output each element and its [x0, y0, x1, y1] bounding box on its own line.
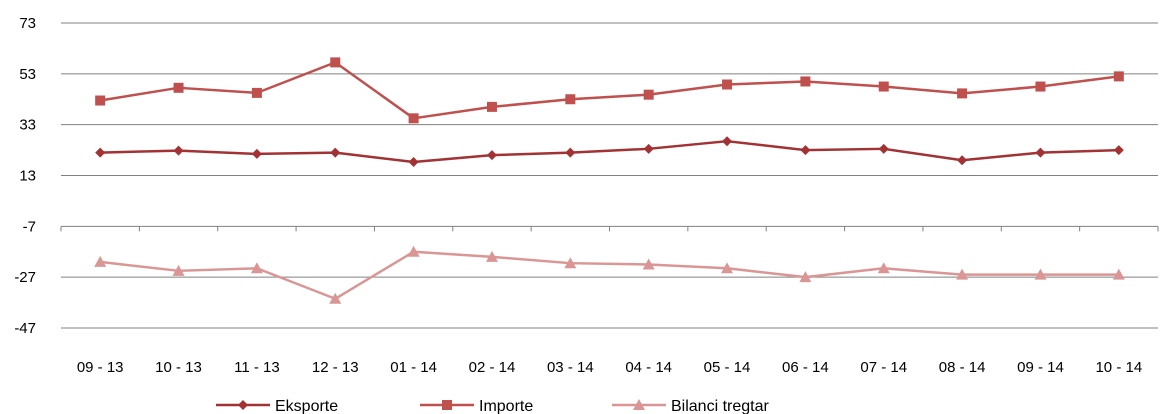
- data-point: [251, 87, 262, 98]
- series-bilanci-tregtar: [94, 245, 1125, 304]
- y-tick-label: 53: [19, 66, 36, 83]
- data-point: [564, 257, 577, 269]
- series-importe: [95, 57, 1124, 124]
- legend-label: Bilanci tregtar: [671, 398, 769, 414]
- x-tick-label: 04 - 14: [625, 359, 672, 376]
- x-tick-label: 10 - 13: [155, 359, 202, 376]
- series-eksporte: [95, 136, 1124, 168]
- data-point: [250, 262, 263, 274]
- legend-label: Eksporte: [275, 398, 338, 414]
- data-point: [643, 89, 654, 100]
- data-point: [94, 255, 107, 267]
- series-line: [100, 250, 1119, 301]
- data-point: [173, 82, 184, 93]
- data-point: [408, 113, 419, 124]
- data-point: [330, 147, 341, 158]
- x-tick-label: 09 - 13: [77, 359, 124, 376]
- data-point: [172, 264, 185, 276]
- data-point: [565, 94, 576, 105]
- data-point: [800, 76, 811, 87]
- data-point: [956, 268, 969, 280]
- series-line: [99, 61, 1119, 120]
- legend: Eksporte Importe Bilanci tregtar: [216, 398, 769, 414]
- y-tick-label: 13: [19, 168, 36, 185]
- legend-label: Importe: [479, 398, 533, 414]
- data-point: [1035, 81, 1046, 92]
- y-tick-label: 73: [19, 15, 36, 32]
- data-point: [95, 95, 106, 106]
- data-point: [878, 81, 889, 92]
- data-point: [485, 250, 498, 262]
- x-tick-label: 06 - 14: [782, 359, 829, 376]
- legend-marker: [633, 399, 645, 410]
- legend-item-bilanci-tregtar: Bilanci tregtar: [612, 398, 769, 414]
- legend-marker: [238, 400, 248, 410]
- data-point: [407, 245, 420, 257]
- series-group: [94, 57, 1125, 304]
- data-point: [643, 143, 654, 154]
- data-point: [800, 145, 811, 156]
- x-tick-label: 02 - 14: [469, 359, 516, 376]
- data-point: [722, 136, 733, 147]
- y-tick-label: 33: [19, 117, 36, 134]
- x-tick-label: 01 - 14: [390, 359, 437, 376]
- y-tick-label: -27: [14, 269, 36, 286]
- data-point: [957, 88, 968, 99]
- data-point: [722, 79, 733, 90]
- data-point: [877, 262, 890, 274]
- data-point: [486, 150, 497, 161]
- x-tick-label: 10 - 14: [1095, 359, 1142, 376]
- gridlines: [61, 22, 1158, 329]
- data-point: [408, 157, 419, 168]
- data-point: [642, 258, 655, 270]
- y-axis-tick-labels: 73 53 33 13 -7 -27 -47: [14, 15, 36, 337]
- data-point: [878, 143, 889, 154]
- x-tick-label: 05 - 14: [704, 359, 751, 376]
- data-point: [1035, 147, 1046, 158]
- data-point: [95, 147, 106, 158]
- x-tick-label: 11 - 13: [234, 359, 280, 376]
- data-point: [565, 147, 576, 158]
- data-point: [1034, 268, 1047, 280]
- x-tick-label: 09 - 14: [1017, 359, 1064, 376]
- x-axis-tick-labels: 09 - 13 10 - 13 11 - 13 12 - 13 01 - 14 02 - …: [77, 359, 1142, 376]
- legend-marker: [442, 400, 452, 410]
- y-tick-label: -47: [14, 320, 36, 337]
- data-point: [1112, 268, 1125, 280]
- data-point: [329, 292, 342, 304]
- data-point: [957, 155, 968, 166]
- legend-item-importe: Importe: [420, 398, 533, 414]
- data-point: [799, 271, 812, 283]
- data-point: [173, 145, 184, 156]
- data-point: [1113, 71, 1124, 82]
- y-tick-label: -7: [23, 218, 36, 235]
- x-tick-label: 08 - 14: [939, 359, 986, 376]
- data-point: [251, 148, 262, 159]
- data-point: [721, 262, 734, 274]
- data-point: [1113, 145, 1124, 156]
- data-point: [330, 57, 341, 68]
- series-line: [100, 139, 1119, 164]
- x-tick-label: 12 - 13: [312, 359, 359, 376]
- x-axis: [60, 225, 1159, 232]
- legend-item-eksporte: Eksporte: [216, 398, 338, 414]
- x-tick-label: 07 - 14: [860, 359, 907, 376]
- data-point: [486, 101, 497, 112]
- x-tick-label: 03 - 14: [547, 359, 594, 376]
